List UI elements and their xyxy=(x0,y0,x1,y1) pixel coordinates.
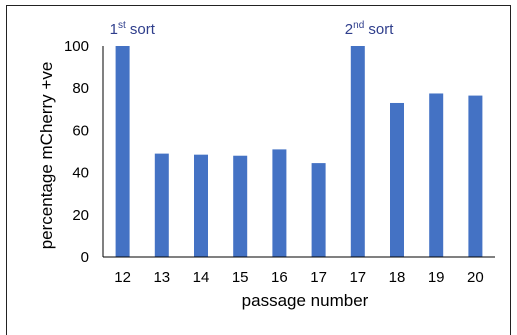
x-tick-labels: 12 13 14 15 16 17 17 18 19 20 xyxy=(114,269,483,286)
x-tick-label: 20 xyxy=(467,269,484,286)
x-tick-label: 14 xyxy=(193,269,210,286)
bar-1 xyxy=(154,153,169,257)
y-axis-title: percentage mCherry +ve xyxy=(37,62,56,250)
y-tick-label: 100 xyxy=(64,38,89,55)
bar-6 xyxy=(350,46,365,257)
bar-2 xyxy=(194,154,208,257)
annotations-group: 1st sort 2nd sort xyxy=(110,20,395,38)
x-tick-label: 15 xyxy=(232,269,249,286)
sort-annotation-2: 2nd sort xyxy=(345,20,394,38)
bar-5 xyxy=(311,163,326,257)
bar-8 xyxy=(429,93,444,257)
x-tick-label: 16 xyxy=(271,269,288,286)
bar-0 xyxy=(115,46,130,257)
bar-9 xyxy=(468,95,483,258)
y-tick-label: 60 xyxy=(72,122,89,139)
axes-group xyxy=(102,46,495,258)
bars-group xyxy=(115,46,483,258)
x-tick-label: 13 xyxy=(153,269,170,286)
x-tick-label: 19 xyxy=(428,269,445,286)
x-tick-label: 17 xyxy=(349,269,366,286)
y-tick-label: 0 xyxy=(81,249,89,266)
y-tick-label: 80 xyxy=(72,80,89,97)
bar-7 xyxy=(390,102,404,257)
y-tick-labels: 0 20 40 60 80 100 xyxy=(64,38,89,266)
bar-3 xyxy=(233,155,248,257)
x-tick-label: 18 xyxy=(389,269,406,286)
y-tick-label: 20 xyxy=(72,207,89,224)
sort-annotation-1: 1st sort xyxy=(110,20,156,38)
bar-4 xyxy=(272,149,287,257)
x-tick-label: 12 xyxy=(114,269,131,286)
figure-frame xyxy=(6,5,511,335)
x-tick-label: 17 xyxy=(310,269,327,286)
y-tick-label: 40 xyxy=(72,165,89,182)
x-axis-title: passage number xyxy=(242,291,369,310)
